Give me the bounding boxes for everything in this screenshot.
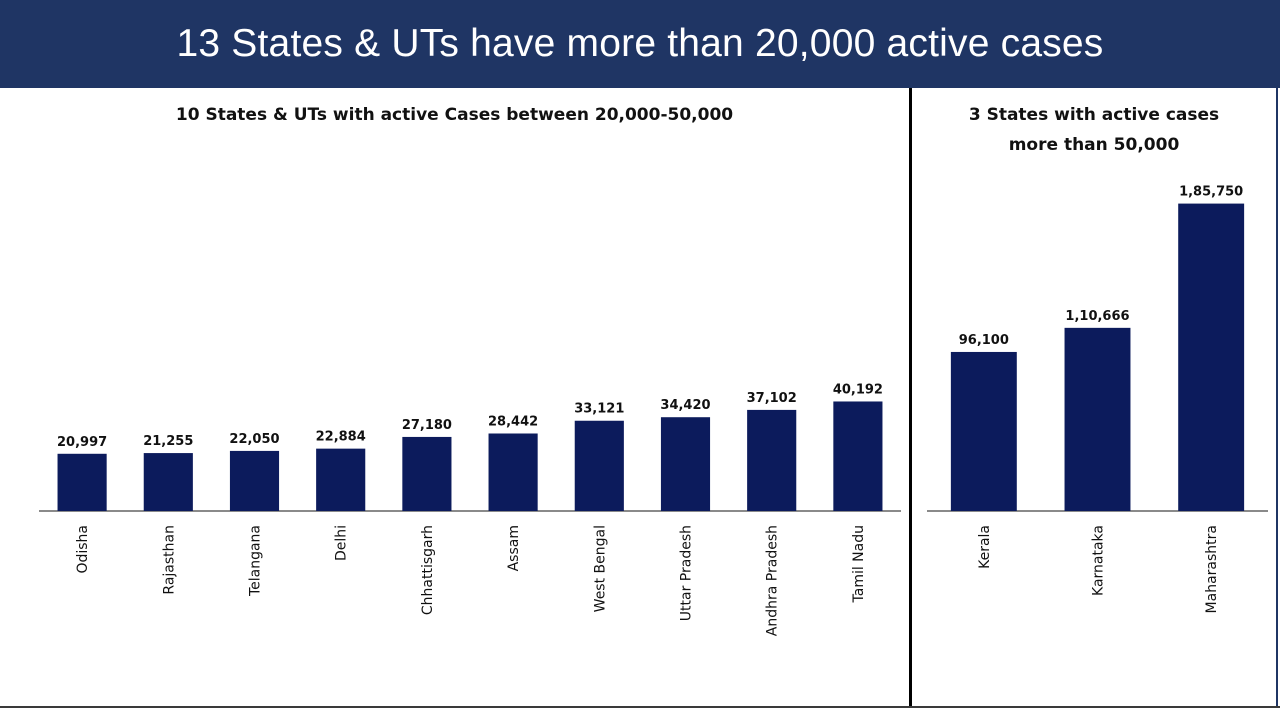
category-label: Kerala (977, 525, 993, 569)
bar-maharashtra (1178, 203, 1245, 512)
value-label: 37,102 (747, 391, 797, 406)
category-label: West Bengal (592, 525, 608, 612)
value-label: 22,050 (229, 432, 279, 447)
bar-rajasthan (143, 453, 193, 511)
bar-chhattisgarh (402, 436, 452, 511)
category-label: Karnataka (1091, 525, 1107, 596)
right-chart-title-line-2: more than 50,000 (1008, 135, 1180, 155)
bar-uttar-pradesh (660, 417, 711, 511)
bar-karnataka (1064, 327, 1131, 511)
category-label: Uttar Pradesh (679, 525, 695, 621)
value-label: 28,442 (488, 414, 538, 429)
bar-west-bengal (574, 420, 624, 511)
frame-border (1276, 88, 1278, 708)
category-label: Chhattisgarh (420, 525, 436, 615)
page-title: 13 States & UTs have more than 20,000 ac… (176, 22, 1104, 65)
bar-assam (488, 433, 538, 511)
category-label: Odisha (75, 525, 91, 574)
bar-telangana (229, 450, 280, 511)
value-label: 40,192 (833, 382, 883, 397)
value-label: 21,255 (143, 434, 193, 449)
category-label: Andhra Pradesh (765, 525, 781, 636)
category-label: Delhi (334, 525, 350, 561)
value-label: 96,100 (959, 333, 1009, 348)
value-label: 20,997 (57, 435, 107, 450)
value-label: 33,121 (574, 402, 624, 417)
left-bar-chart: 20,997 Odisha 21,255 Rajasthan 22,050 Telanga… (39, 382, 901, 636)
bar-andhra-pradesh (747, 409, 797, 511)
category-label: Maharashtra (1204, 525, 1220, 613)
header-banner: 13 States & UTs have more than 20,000 ac… (0, 0, 1280, 88)
right-chart-title-line-1: 3 States with active cases (968, 105, 1220, 125)
value-label: 1,85,750 (1179, 185, 1243, 200)
category-label: Rajasthan (161, 525, 177, 595)
value-label: 22,884 (316, 430, 366, 445)
bar-tamil-nadu (833, 401, 883, 511)
value-label: 27,180 (402, 418, 452, 433)
bar-odisha (57, 453, 107, 511)
bar-kerala (950, 351, 1017, 511)
panel-divider (909, 88, 912, 708)
category-label: Telangana (248, 525, 264, 597)
bar-delhi (316, 448, 366, 511)
value-label: 34,420 (660, 398, 710, 413)
category-label: Tamil Nadu (851, 525, 867, 604)
category-label: Assam (506, 525, 522, 571)
bottom-border (0, 706, 1280, 708)
left-chart-title: 10 States & UTs with active Cases betwee… (175, 105, 734, 125)
value-label: 1,10,666 (1065, 309, 1129, 324)
right-chart-title: 3 States with active cases more than 50,… (912, 100, 1276, 160)
